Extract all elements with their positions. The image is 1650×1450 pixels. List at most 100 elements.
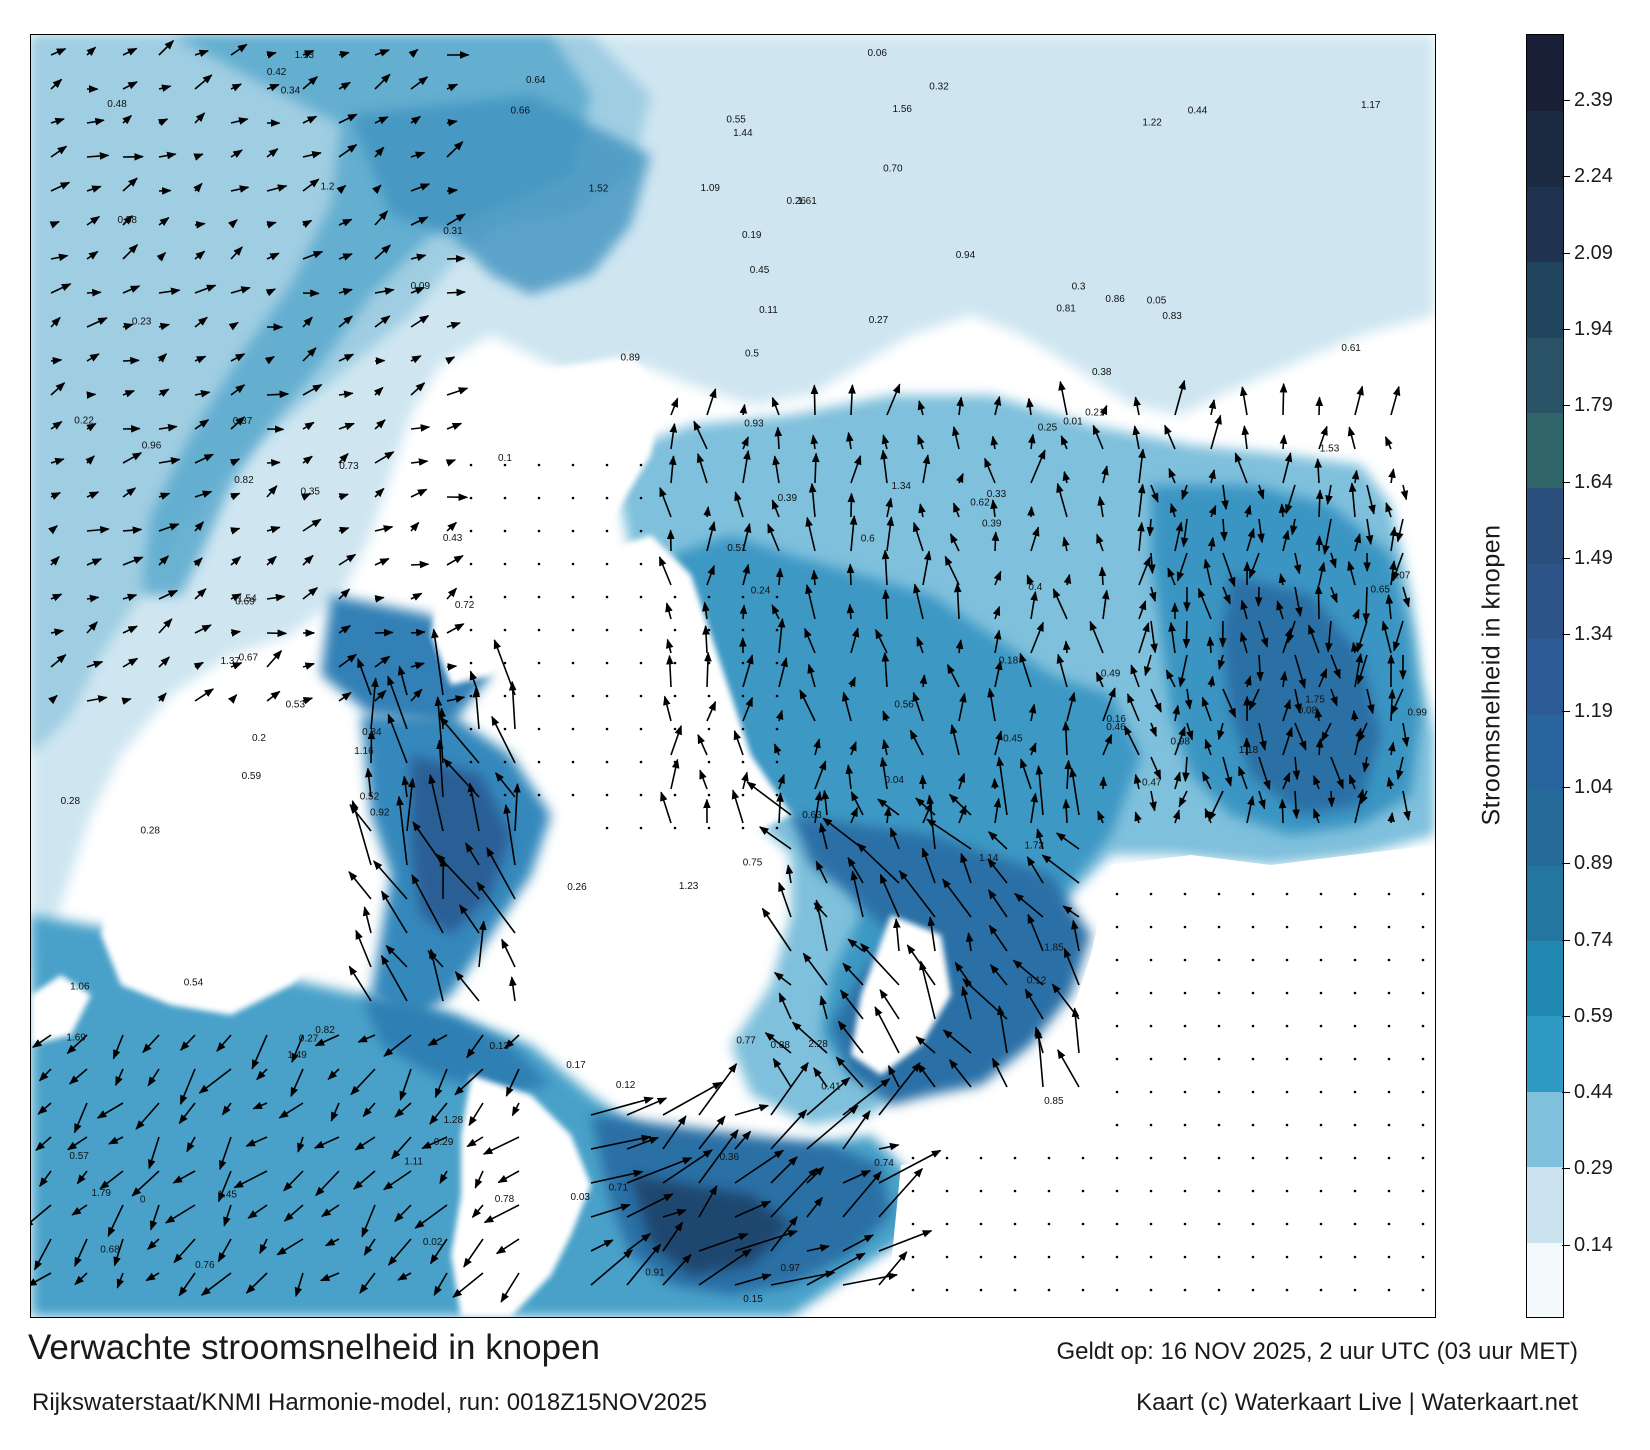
grid-dot bbox=[1285, 925, 1289, 929]
current-arrow bbox=[806, 1244, 830, 1252]
colorbar-tick-mark bbox=[1562, 1168, 1570, 1170]
current-arrow bbox=[874, 1006, 900, 1054]
grid-dot bbox=[1421, 1222, 1425, 1226]
current-arrow bbox=[1174, 521, 1184, 552]
grid-dot bbox=[469, 496, 473, 500]
colorbar-tick-mark bbox=[1562, 1244, 1570, 1246]
speed-value-label: 1.17 bbox=[1361, 100, 1381, 111]
current-arrow bbox=[266, 184, 288, 192]
current-arrow bbox=[86, 491, 100, 500]
colorbar-tick-label: 2.24 bbox=[1574, 165, 1613, 188]
current-arrow bbox=[878, 1142, 900, 1151]
grid-dot bbox=[1319, 1288, 1323, 1292]
grid-dot bbox=[1421, 991, 1425, 995]
current-arrow bbox=[410, 151, 426, 159]
current-arrow bbox=[147, 1068, 160, 1087]
current-arrow bbox=[276, 1238, 304, 1256]
colorbar-tick-mark bbox=[1562, 786, 1570, 788]
speed-value-label: 0.09 bbox=[411, 281, 431, 292]
current-arrow bbox=[778, 657, 788, 688]
current-arrow bbox=[186, 1136, 196, 1153]
colorbar-tick-mark bbox=[1562, 176, 1570, 178]
current-arrow bbox=[742, 522, 752, 552]
grid-dot bbox=[1081, 1255, 1085, 1259]
current-arrow bbox=[266, 51, 277, 59]
grid-dot bbox=[639, 562, 643, 566]
current-arrow bbox=[1279, 434, 1288, 450]
current-speed-map[interactable]: 0.34 0.31 0.28 0.27 0.26 0.44 0.21 0.22 0.33 0.39… bbox=[30, 34, 1436, 1318]
current-arrow bbox=[1234, 452, 1248, 484]
current-arrow bbox=[446, 187, 458, 195]
current-arrow bbox=[180, 1034, 196, 1051]
current-arrow bbox=[302, 76, 319, 90]
grid-dot bbox=[605, 496, 609, 500]
current-arrow bbox=[957, 772, 966, 790]
current-arrow bbox=[324, 1238, 340, 1247]
speed-value-label: 1.34 bbox=[892, 481, 912, 492]
grid-dot bbox=[1217, 1189, 1221, 1193]
current-arrow bbox=[302, 662, 315, 670]
grid-dot bbox=[1047, 1222, 1051, 1226]
current-arrow bbox=[472, 687, 481, 730]
grid-dot bbox=[673, 694, 677, 698]
grid-dot bbox=[605, 529, 609, 533]
speed-value-label: 0.26 bbox=[567, 882, 587, 893]
current-arrow bbox=[338, 588, 351, 600]
current-arrow bbox=[1164, 424, 1176, 450]
current-arrow bbox=[1137, 483, 1146, 518]
current-arrow bbox=[814, 760, 827, 790]
current-arrow bbox=[881, 739, 890, 756]
current-arrow bbox=[1098, 566, 1107, 586]
speed-value-label: 0.99 bbox=[1408, 707, 1428, 718]
current-arrow bbox=[86, 152, 110, 160]
grid-dot bbox=[1387, 1123, 1391, 1127]
speed-value-label: 0.96 bbox=[142, 440, 162, 451]
grid-dot bbox=[1013, 1222, 1017, 1226]
current-arrow bbox=[731, 789, 744, 824]
current-arrow bbox=[434, 696, 444, 764]
grid-dot bbox=[775, 628, 779, 632]
current-arrow bbox=[1387, 741, 1396, 756]
current-arrow bbox=[374, 49, 390, 57]
grid-dot bbox=[1319, 991, 1323, 995]
grid-dot bbox=[1251, 1156, 1255, 1160]
current-arrow bbox=[361, 1204, 376, 1238]
current-arrow bbox=[338, 315, 354, 328]
grid-dot bbox=[1421, 1288, 1425, 1292]
current-arrow bbox=[302, 49, 315, 58]
current-arrow bbox=[252, 1101, 268, 1110]
grid-dot bbox=[1217, 958, 1221, 962]
current-arrow bbox=[233, 1170, 268, 1189]
current-arrow bbox=[194, 316, 208, 328]
current-arrow bbox=[913, 583, 924, 620]
grid-dot bbox=[571, 694, 575, 698]
current-arrow bbox=[1138, 622, 1150, 654]
current-arrow bbox=[446, 321, 461, 330]
speed-value-label: 0.51 bbox=[727, 543, 747, 554]
current-arrow bbox=[1325, 484, 1333, 506]
current-arrow bbox=[354, 1136, 376, 1151]
grid-dot bbox=[1047, 1156, 1051, 1160]
grid-dot bbox=[1387, 1090, 1391, 1094]
current-arrow bbox=[1063, 573, 1072, 586]
grid-dot bbox=[537, 694, 541, 698]
current-arrow bbox=[387, 675, 408, 730]
current-arrow bbox=[1396, 518, 1404, 543]
current-arrow bbox=[1064, 759, 1072, 790]
current-arrow bbox=[810, 569, 819, 586]
current-arrow bbox=[1095, 671, 1104, 688]
current-arrow bbox=[670, 758, 680, 790]
current-arrow bbox=[942, 878, 972, 918]
current-arrow bbox=[33, 1238, 52, 1271]
current-arrow bbox=[1036, 828, 1044, 850]
speed-value-label: 0.4 bbox=[1028, 582, 1042, 593]
colorbar-segment bbox=[1527, 562, 1563, 640]
current-arrow bbox=[1387, 812, 1395, 824]
current-arrow bbox=[767, 523, 780, 552]
grid-dot bbox=[605, 661, 609, 665]
current-arrow bbox=[1294, 722, 1307, 751]
current-arrow bbox=[338, 288, 353, 296]
grid-dot bbox=[1217, 1123, 1221, 1127]
current-arrow bbox=[408, 48, 419, 58]
current-arrow bbox=[122, 356, 140, 365]
